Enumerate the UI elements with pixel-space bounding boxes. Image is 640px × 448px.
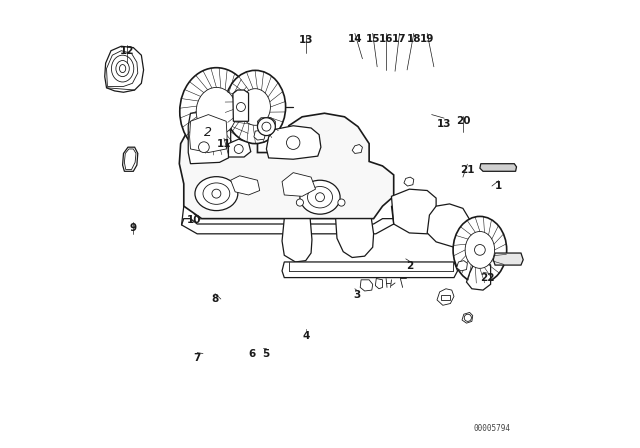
Ellipse shape — [465, 232, 495, 268]
Text: 9: 9 — [130, 223, 137, 233]
Circle shape — [234, 145, 243, 153]
Text: 12: 12 — [120, 46, 134, 56]
Circle shape — [464, 314, 472, 321]
Polygon shape — [188, 112, 230, 164]
Polygon shape — [123, 147, 138, 171]
Polygon shape — [480, 164, 516, 171]
Text: 1: 1 — [495, 181, 502, 191]
Polygon shape — [182, 219, 394, 234]
Circle shape — [212, 189, 221, 198]
Circle shape — [316, 193, 324, 202]
Text: 10: 10 — [187, 215, 202, 224]
Text: 6: 6 — [248, 349, 256, 358]
Text: 2: 2 — [406, 262, 413, 271]
Text: 22: 22 — [480, 273, 495, 284]
Polygon shape — [360, 280, 372, 291]
Polygon shape — [467, 260, 491, 290]
Text: 13: 13 — [437, 119, 451, 129]
Ellipse shape — [195, 177, 238, 211]
Polygon shape — [257, 118, 275, 127]
Polygon shape — [266, 126, 321, 159]
Polygon shape — [437, 289, 454, 305]
Text: 2: 2 — [204, 126, 212, 139]
Ellipse shape — [300, 180, 340, 214]
Text: 17: 17 — [392, 34, 407, 43]
Ellipse shape — [180, 68, 253, 155]
Polygon shape — [392, 189, 436, 234]
Polygon shape — [462, 312, 473, 323]
Text: 18: 18 — [406, 34, 421, 43]
Polygon shape — [376, 279, 383, 289]
Ellipse shape — [307, 186, 333, 208]
Circle shape — [237, 103, 245, 112]
Polygon shape — [282, 219, 312, 262]
Polygon shape — [493, 253, 524, 265]
Text: 14: 14 — [348, 34, 362, 43]
Circle shape — [287, 136, 300, 150]
Text: 8: 8 — [211, 294, 219, 304]
Polygon shape — [282, 172, 316, 196]
Polygon shape — [404, 177, 414, 186]
Polygon shape — [179, 113, 394, 219]
Polygon shape — [124, 149, 136, 169]
Text: 21: 21 — [460, 164, 475, 175]
Ellipse shape — [120, 65, 125, 73]
Text: 11: 11 — [217, 138, 231, 149]
Text: 3: 3 — [353, 290, 360, 301]
Polygon shape — [352, 145, 362, 153]
Circle shape — [262, 122, 271, 131]
Polygon shape — [233, 90, 248, 121]
Polygon shape — [282, 262, 458, 278]
Circle shape — [198, 142, 209, 152]
Circle shape — [257, 118, 275, 136]
Text: 16: 16 — [379, 34, 394, 43]
Ellipse shape — [196, 87, 237, 136]
Ellipse shape — [225, 70, 285, 144]
Polygon shape — [228, 139, 251, 157]
Polygon shape — [106, 51, 138, 86]
Text: 20: 20 — [456, 116, 470, 126]
Text: 19: 19 — [420, 34, 435, 43]
Polygon shape — [105, 46, 143, 92]
Bar — [440, 295, 451, 300]
Ellipse shape — [116, 60, 129, 77]
Polygon shape — [457, 261, 467, 271]
Ellipse shape — [111, 55, 134, 82]
Text: 4: 4 — [302, 331, 309, 340]
Polygon shape — [254, 130, 266, 140]
Ellipse shape — [453, 216, 507, 284]
Polygon shape — [189, 115, 227, 152]
Circle shape — [296, 199, 303, 206]
Text: 7: 7 — [193, 353, 201, 363]
Circle shape — [474, 245, 485, 255]
Text: 15: 15 — [365, 34, 380, 43]
Text: 00005794: 00005794 — [474, 424, 511, 433]
Polygon shape — [427, 204, 472, 247]
Polygon shape — [230, 176, 260, 195]
Text: 5: 5 — [262, 349, 269, 358]
Circle shape — [338, 199, 345, 206]
Ellipse shape — [203, 183, 230, 204]
Ellipse shape — [240, 89, 271, 125]
Text: 13: 13 — [298, 35, 313, 45]
Polygon shape — [335, 219, 374, 258]
